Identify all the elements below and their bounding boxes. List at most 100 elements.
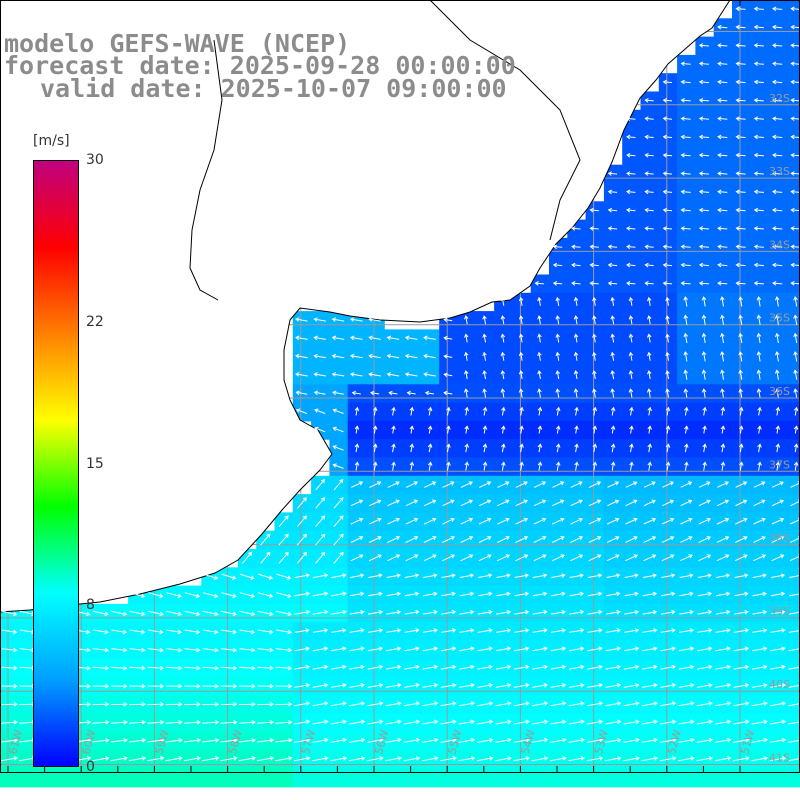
wind-arrow: [569, 628, 585, 633]
wind-arrow: [680, 189, 691, 195]
wind-arrow: [238, 701, 256, 707]
wind-arrow: [788, 664, 800, 670]
wind-arrow: [404, 628, 420, 633]
wind-arrow: [110, 701, 128, 707]
wind-arrow: [592, 461, 598, 471]
wind-speed-cell: [732, 530, 751, 550]
wind-arrow: [385, 737, 402, 743]
wind-arrow: [111, 629, 128, 635]
wind-arrow: [275, 701, 293, 707]
wind-arrow: [605, 664, 622, 670]
wind-arrow: [147, 701, 165, 707]
wind-arrow: [295, 353, 308, 359]
longitude-label: 57W: [299, 728, 318, 756]
wind-arrow: [460, 536, 474, 543]
wind-arrow: [184, 629, 201, 635]
wind-arrow: [680, 116, 691, 121]
wind-arrow: [442, 481, 455, 488]
wind-arrow: [495, 701, 512, 707]
wind-arrow: [495, 737, 512, 743]
wind-arrow: [367, 683, 384, 688]
wind-speed-cell: [384, 768, 404, 788]
latitude-label: 32S: [769, 92, 790, 105]
wind-arrow: [330, 609, 347, 615]
wind-arrow: [349, 664, 365, 670]
wind-arrow: [551, 573, 566, 578]
wind-arrow: [459, 664, 475, 670]
wind-speed-cell: [420, 530, 440, 550]
wind-arrow: [628, 333, 634, 343]
wind-arrow: [772, 79, 783, 85]
wind-arrow: [717, 281, 728, 286]
wind-arrow: [147, 629, 164, 635]
wind-arrow: [405, 499, 419, 507]
wind-arrow: [555, 315, 560, 325]
wind-arrow: [592, 406, 598, 416]
wind-arrow: [1, 701, 18, 707]
wind-arrow: [495, 646, 512, 652]
wind-speed-cell: [457, 494, 477, 513]
wind-arrow: [680, 134, 691, 140]
wind-arrow: [574, 461, 579, 471]
wind-arrow: [717, 24, 728, 30]
wind-speed-cell: [292, 512, 312, 532]
wind-arrow: [350, 536, 364, 543]
wind-speed-cell: [713, 494, 733, 513]
wind-arrow: [753, 152, 764, 158]
wind-arrow: [698, 189, 710, 195]
wind-arrow: [683, 314, 688, 325]
wind-arrow: [790, 98, 800, 103]
wind-arrow: [698, 481, 711, 488]
wind-arrow: [643, 554, 657, 562]
wind-arrow: [574, 425, 579, 434]
wind-arrow: [129, 629, 146, 635]
wind-arrow: [698, 517, 711, 525]
wind-arrow: [427, 425, 433, 434]
wind-arrow: [606, 591, 621, 597]
wind-arrow: [770, 683, 786, 688]
wind-arrow: [331, 628, 347, 633]
wind-speed-cell: [567, 494, 587, 513]
wind-speed-cell: [347, 768, 367, 788]
wind-arrow: [423, 517, 437, 525]
wind-arrow: [555, 333, 560, 343]
wind-arrow: [647, 370, 652, 380]
wind-arrow: [717, 226, 728, 231]
wind-speed-cell: [585, 549, 605, 568]
wind-arrow: [770, 609, 786, 615]
wind-arrow: [751, 719, 768, 725]
wind-arrow: [683, 388, 689, 398]
wind-arrow: [586, 756, 604, 762]
wind-arrow: [751, 701, 768, 707]
wind-arrow: [698, 116, 710, 121]
wind-arrow: [788, 646, 800, 652]
wind-arrow: [330, 719, 347, 725]
wind-arrow: [793, 351, 798, 362]
wind-arrow: [532, 719, 549, 725]
wind-speed-cell: [622, 494, 641, 513]
wind-arrow: [350, 499, 364, 507]
wind-speed-cell: [786, 439, 800, 458]
wind-arrow: [625, 554, 638, 562]
wind-speed-cell: [494, 549, 513, 568]
wind-arrow: [166, 629, 183, 635]
wind-arrow: [367, 609, 383, 615]
wind-arrow: [720, 406, 726, 416]
wind-arrow: [660, 683, 677, 688]
wind-speed-cell: [786, 201, 800, 221]
wind-arrow: [751, 664, 768, 670]
wind-arrow: [720, 443, 726, 453]
wind-arrow: [368, 573, 383, 578]
wind-arrow: [332, 408, 344, 414]
wind-arrow: [734, 554, 748, 562]
wind-arrow: [368, 554, 382, 562]
wind-arrow: [387, 499, 400, 507]
wind-arrow: [753, 226, 764, 231]
wind-arrow: [733, 646, 750, 652]
wind-arrow: [441, 628, 457, 633]
wind-speed-cell: [512, 512, 532, 532]
latitude-label: 34S: [769, 238, 790, 251]
wind-arrow: [738, 388, 743, 398]
wind-arrow: [679, 573, 694, 578]
wind-arrow: [403, 756, 421, 762]
